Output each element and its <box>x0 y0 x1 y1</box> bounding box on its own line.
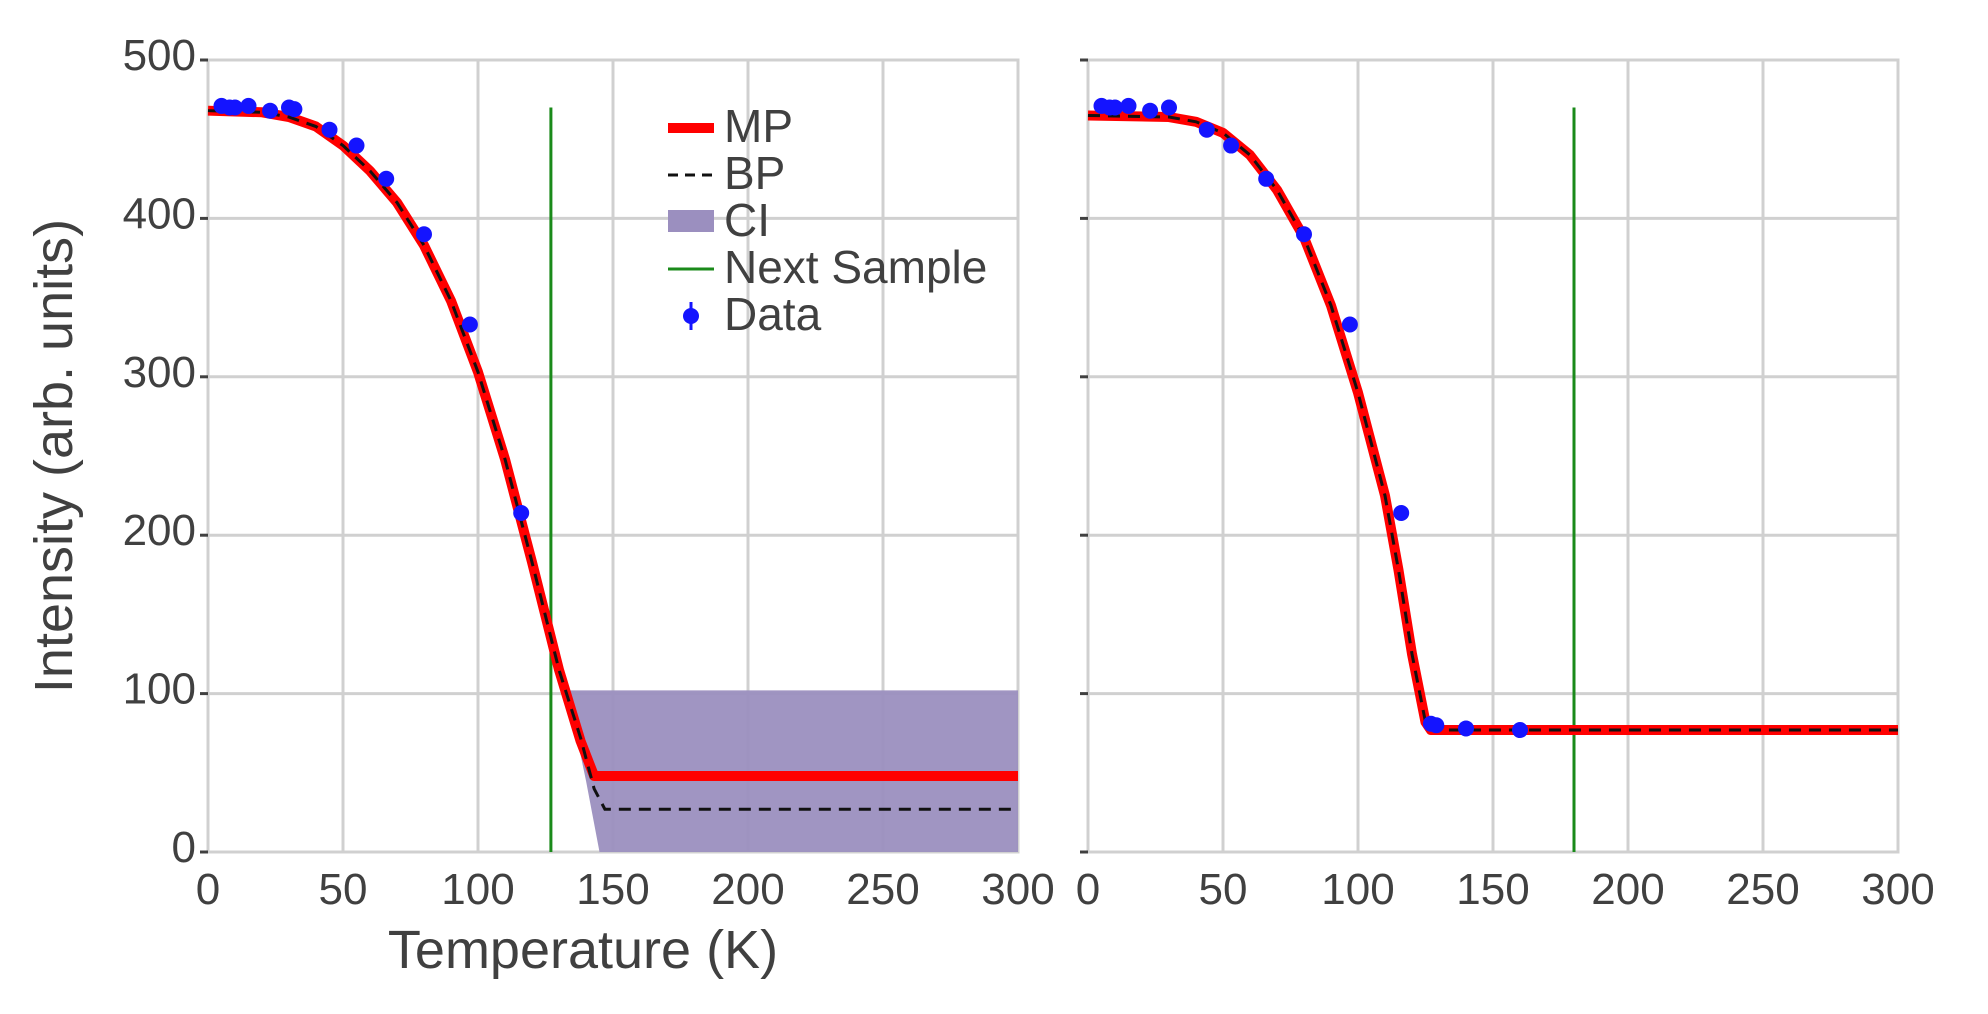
data-point <box>227 99 243 116</box>
data-point <box>1120 97 1137 114</box>
legend-label: Data <box>724 288 822 340</box>
legend-swatch-data <box>683 308 699 324</box>
y-tick-label: 500 <box>123 31 196 80</box>
x-tick-label: 0 <box>1076 865 1100 914</box>
data-point <box>1198 121 1215 138</box>
y-tick-label: 200 <box>123 506 196 555</box>
data-point <box>1223 137 1240 154</box>
legend-label: BP <box>724 147 785 199</box>
data-point <box>1107 99 1123 116</box>
data-point <box>321 121 338 138</box>
data-point <box>1512 722 1528 739</box>
data-point <box>513 505 530 522</box>
y-tick-label: 100 <box>123 665 196 714</box>
data-point <box>1393 505 1410 522</box>
data-point <box>348 137 365 154</box>
x-tick-label: 250 <box>846 865 919 914</box>
x-tick-label: 150 <box>1456 865 1529 914</box>
data-point <box>1458 720 1474 737</box>
y-tick-label: 400 <box>123 189 196 238</box>
y-tick-label: 300 <box>123 348 196 397</box>
legend-label: Next Sample <box>724 241 987 293</box>
left-panel: 0 50 100 150 200 250 300 0 100 200 300 400 500 Temper… <box>24 31 1055 980</box>
legend-label: CI <box>724 194 770 246</box>
data-point <box>461 316 478 333</box>
data-point <box>286 101 303 118</box>
x-tick-label: 250 <box>1726 865 1799 914</box>
legend-label: MP <box>724 100 793 152</box>
x-tick-label: 200 <box>711 865 784 914</box>
x-tick-label: 200 <box>1591 865 1664 914</box>
bp-line <box>1087 113 1898 732</box>
data-point <box>262 102 279 119</box>
x-tick-label: 300 <box>981 865 1054 914</box>
legend-swatch-ci <box>668 210 714 232</box>
plot-frame <box>1086 58 1900 854</box>
right-panel: 0 50 100 150 200 250 300 <box>1076 58 1935 914</box>
x-tick-label: 100 <box>441 865 514 914</box>
x-tick-label: 50 <box>319 865 368 914</box>
x-tick-label: 300 <box>1861 865 1934 914</box>
data-point <box>1296 226 1312 243</box>
data-point <box>378 170 395 187</box>
data-point <box>1258 170 1275 187</box>
data-point <box>1161 99 1177 116</box>
y-tick-label: 0 <box>172 823 196 872</box>
data-point <box>1142 102 1159 119</box>
data-point <box>416 226 432 243</box>
data-point <box>1428 717 1445 734</box>
x-tick-label: 150 <box>576 865 649 914</box>
x-tick-label: 100 <box>1321 865 1394 914</box>
data-point <box>240 97 257 114</box>
x-tick-label: 0 <box>196 865 220 914</box>
x-axis-title: Temperature (K) <box>388 920 778 980</box>
y-axis-title: Intensity (arb. units) <box>24 219 84 693</box>
data-point <box>1341 316 1358 333</box>
x-tick-label: 50 <box>1199 865 1248 914</box>
